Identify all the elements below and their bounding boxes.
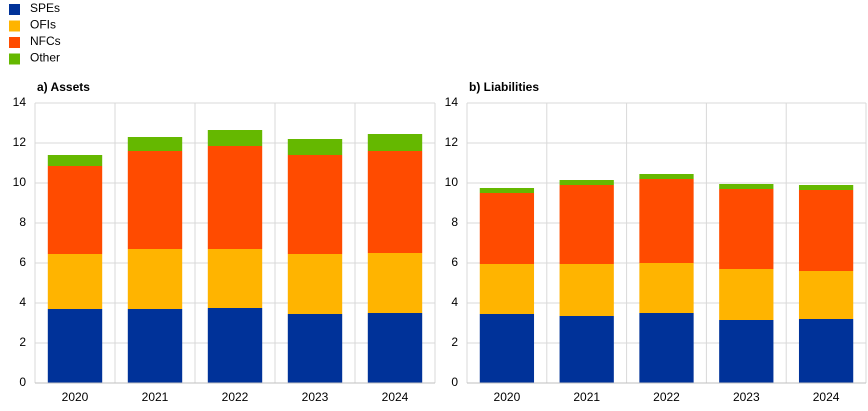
legend-label: SPEs <box>30 1 60 15</box>
x-tick-label: 2021 <box>142 390 169 404</box>
bar-segment <box>639 313 694 383</box>
y-tick-label: 6 <box>19 255 26 269</box>
bar-segment <box>639 174 694 179</box>
bar-segment <box>479 188 535 193</box>
bar-segment <box>47 155 103 166</box>
bar-segment <box>127 137 183 151</box>
bar-segment <box>287 314 343 383</box>
bar-segment <box>798 319 854 383</box>
legend-swatch <box>9 37 20 48</box>
x-tick-label: 2024 <box>382 390 409 404</box>
bar-segment <box>719 184 774 189</box>
bar-segment <box>47 254 103 309</box>
legend-swatch <box>9 20 20 32</box>
legend-swatch <box>9 4 20 15</box>
bar-segment <box>207 308 263 383</box>
bar-segment <box>367 253 423 313</box>
bar-segment <box>367 151 423 253</box>
x-tick-label: 2023 <box>302 390 329 404</box>
bar-segment <box>719 269 774 320</box>
y-tick-label: 14 <box>13 95 27 109</box>
bar-segment <box>798 185 854 190</box>
bar-segment <box>47 166 103 254</box>
bar-segment <box>287 254 343 314</box>
bar-segment <box>639 179 694 263</box>
bar-segment <box>367 134 423 151</box>
y-tick-label: 8 <box>451 215 458 229</box>
bar-segment <box>479 314 535 383</box>
bar-segment <box>559 180 614 185</box>
legend-swatch <box>9 53 20 65</box>
x-tick-label: 2022 <box>653 390 680 404</box>
bar-segment <box>47 309 103 383</box>
bar-segment <box>127 309 183 383</box>
bar-segment <box>479 193 535 264</box>
x-tick-label: 2023 <box>733 390 760 404</box>
bar-segment <box>798 190 854 271</box>
y-tick-label: 2 <box>19 335 26 349</box>
y-tick-label: 4 <box>19 295 26 309</box>
y-tick-label: 10 <box>13 175 27 189</box>
chart-title: b) Liabilities <box>469 80 539 94</box>
x-tick-label: 2020 <box>62 390 89 404</box>
y-tick-label: 6 <box>451 255 458 269</box>
y-tick-label: 8 <box>19 215 26 229</box>
bar-segment <box>479 264 535 314</box>
chart-title: a) Assets <box>37 80 90 94</box>
bar-segment <box>127 151 183 249</box>
y-tick-label: 12 <box>13 135 27 149</box>
legend-label: NFCs <box>30 34 61 48</box>
bar-segment <box>127 249 183 309</box>
bar-segment <box>639 263 694 313</box>
bar-segment <box>559 185 614 264</box>
bar-segment <box>719 320 774 383</box>
bar-segment <box>719 189 774 269</box>
y-tick-label: 0 <box>451 375 458 389</box>
x-tick-label: 2022 <box>222 390 249 404</box>
bar-segment <box>559 264 614 316</box>
bar-segment <box>559 316 614 383</box>
bar-segment <box>367 313 423 383</box>
bar-segment <box>287 139 343 155</box>
y-tick-label: 10 <box>445 175 459 189</box>
legend-label: Other <box>30 51 60 65</box>
legend-label: OFIs <box>30 18 56 32</box>
bar-segment <box>207 249 263 308</box>
y-tick-label: 12 <box>445 135 459 149</box>
bar-segment <box>287 155 343 254</box>
y-tick-label: 2 <box>451 335 458 349</box>
x-tick-label: 2020 <box>494 390 521 404</box>
y-tick-label: 0 <box>19 375 26 389</box>
y-tick-label: 14 <box>445 95 459 109</box>
bar-segment <box>207 130 263 146</box>
y-tick-label: 4 <box>451 295 458 309</box>
x-tick-label: 2021 <box>573 390 600 404</box>
bar-segment <box>207 146 263 249</box>
x-tick-label: 2024 <box>813 390 840 404</box>
bar-segment <box>798 271 854 319</box>
